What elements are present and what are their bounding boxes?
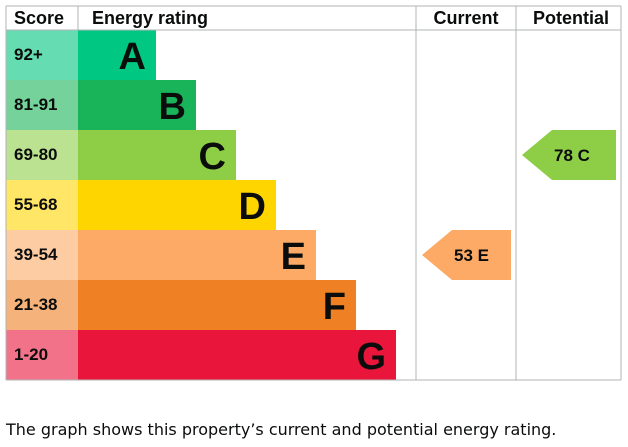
score-cell-f bbox=[6, 280, 78, 330]
score-cell-d bbox=[6, 180, 78, 230]
band-letter-g: G bbox=[356, 336, 386, 378]
band-letter-e: E bbox=[281, 236, 306, 278]
energy-rating-chart: 92+ A 81-91 B 69-80 C 55-68 D 39-54 E 21-38 F 1-20 G S… bbox=[5, 5, 622, 381]
band-bar-b bbox=[78, 80, 196, 130]
band-letter-b: B bbox=[159, 86, 186, 128]
score-label-a: 92+ bbox=[14, 45, 43, 64]
band-letter-f: F bbox=[323, 286, 346, 328]
score-cell-a bbox=[6, 30, 78, 80]
score-cell-b bbox=[6, 80, 78, 130]
score-label-c: 69-80 bbox=[14, 145, 57, 164]
header-potential: Potential bbox=[533, 8, 609, 28]
band-letter-c: C bbox=[199, 136, 226, 178]
band-bar-g bbox=[78, 330, 396, 380]
score-label-e: 39-54 bbox=[14, 245, 58, 264]
band-letter-d: D bbox=[239, 186, 266, 228]
band-bar-d bbox=[78, 180, 276, 230]
band-bar-a bbox=[78, 30, 156, 80]
current-rating-arrow bbox=[422, 230, 511, 280]
score-label-d: 55-68 bbox=[14, 195, 57, 214]
band-bar-e bbox=[78, 230, 316, 280]
score-cell-e bbox=[6, 230, 78, 280]
score-label-b: 81-91 bbox=[14, 95, 57, 114]
score-cell-g bbox=[6, 330, 78, 380]
score-label-f: 21-38 bbox=[14, 295, 57, 314]
header-current: Current bbox=[433, 8, 498, 28]
band-letter-a: A bbox=[119, 36, 146, 78]
score-cell-c bbox=[6, 130, 78, 180]
potential-rating-label: 78 C bbox=[554, 146, 590, 165]
band-bar-f bbox=[78, 280, 356, 330]
score-label-g: 1-20 bbox=[14, 345, 48, 364]
chart-caption: The graph shows this property’s current … bbox=[6, 420, 557, 439]
current-rating-label: 53 E bbox=[454, 246, 489, 265]
band-bar-c bbox=[78, 130, 236, 180]
potential-rating-arrow bbox=[522, 130, 616, 180]
header-score: Score bbox=[14, 8, 64, 28]
header-energy-rating: Energy rating bbox=[92, 8, 208, 28]
